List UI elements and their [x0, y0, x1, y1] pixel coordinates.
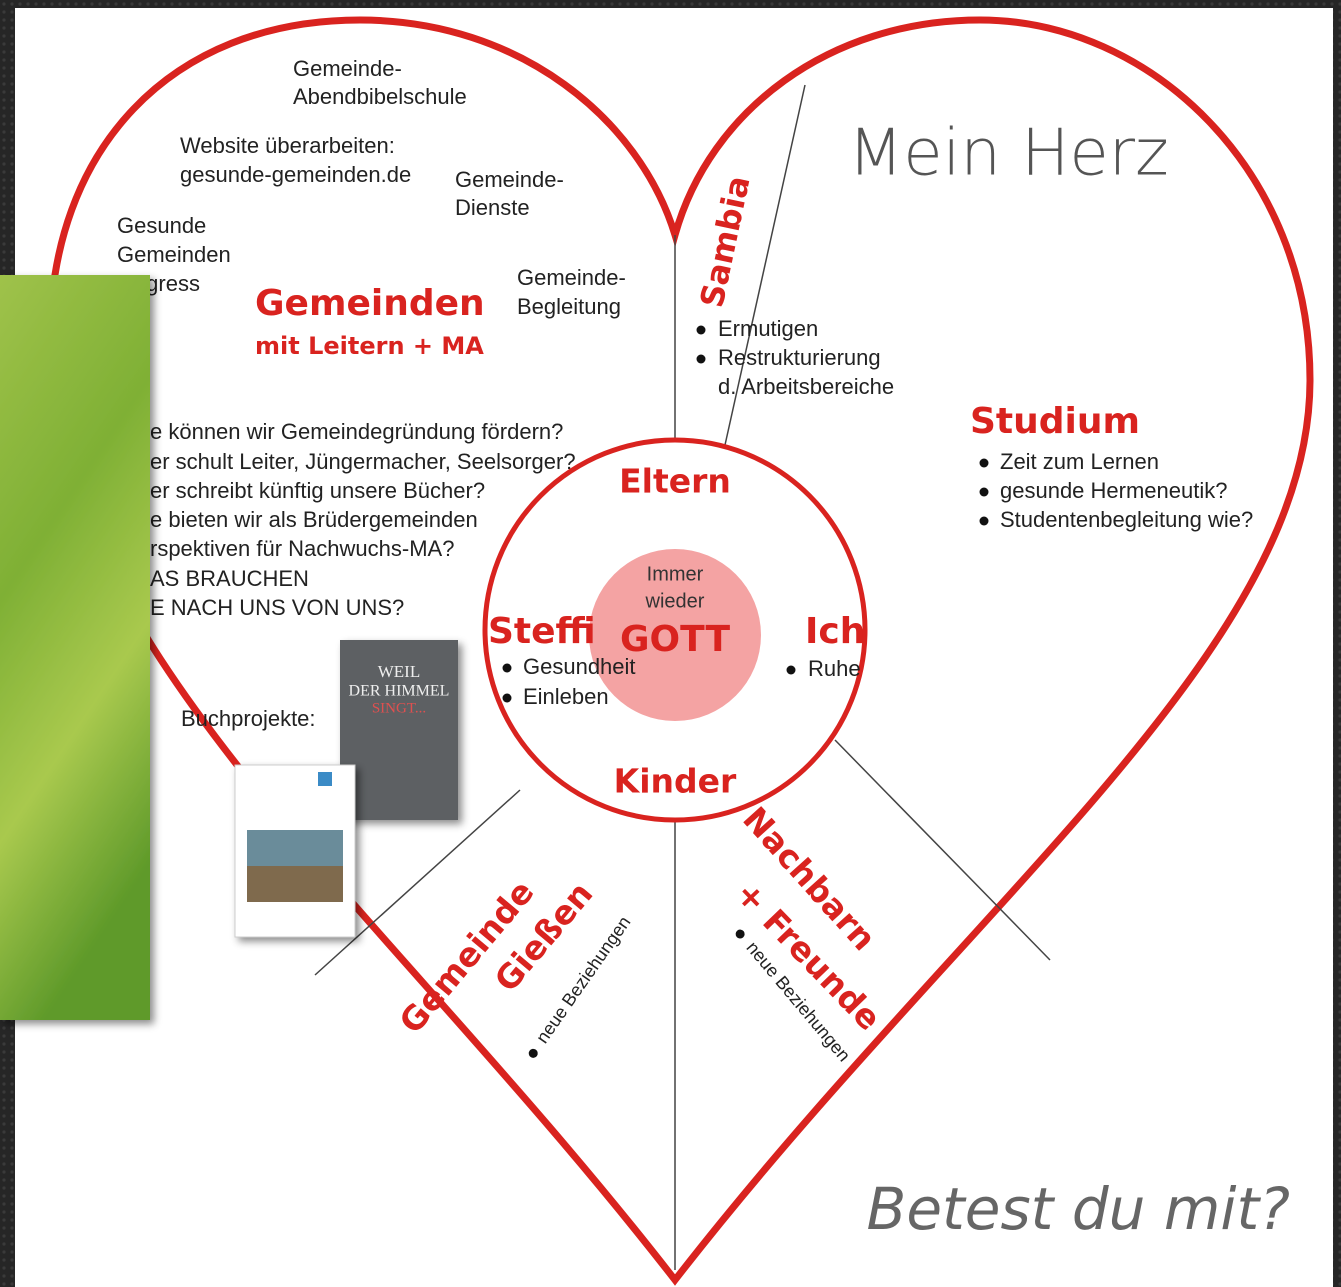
bullet	[697, 355, 706, 364]
body: Mein Herz Betest du mit? Gemeinde- Abend…	[0, 0, 1341, 1287]
bullet	[980, 459, 989, 468]
list-item: Einleben	[523, 684, 609, 709]
list-item: gesunde Hermeneutik?	[1000, 478, 1227, 503]
center-text: wieder	[645, 590, 705, 612]
books-label: Buchprojekte:	[181, 706, 316, 731]
note: Gemeinde-	[517, 265, 626, 290]
list-item: Ruhe	[808, 656, 861, 681]
book-dark: WEIL DER HIMMEL SINGT...	[340, 640, 458, 820]
note: Gemeinden	[117, 242, 231, 267]
bullet	[503, 694, 512, 703]
question: rspektiven für Nachwuchs-MA?	[150, 536, 454, 561]
book-title: SINGT...	[372, 700, 426, 716]
note: gesunde-gemeinden.de	[180, 162, 411, 187]
bullet	[697, 326, 706, 335]
ring-label: Eltern	[619, 462, 731, 501]
note: Gemeinde-	[455, 167, 564, 192]
list-item: Ermutigen	[718, 316, 818, 341]
slide: Mein Herz Betest du mit? Gemeinde- Abend…	[0, 0, 1341, 1287]
note: Gesunde	[117, 213, 206, 238]
bullet	[503, 664, 512, 673]
footer: Betest du mit?	[867, 1175, 1290, 1243]
note: Gemeinde-	[293, 56, 402, 81]
list-item: Gesundheit	[523, 654, 636, 679]
bullet	[787, 666, 796, 675]
question: er schreibt künftig unsere Bücher?	[150, 478, 485, 503]
question: E NACH UNS VON UNS?	[150, 595, 404, 620]
center-text: Immer	[647, 563, 704, 585]
bullet	[980, 517, 989, 526]
list-item: d. Arbeitsbereiche	[718, 374, 894, 399]
center-label: GOTT	[620, 619, 731, 660]
section-heading: Studium	[970, 401, 1140, 442]
question: e können wir Gemeindegründung fördern?	[150, 419, 563, 444]
book-title: WEIL	[378, 662, 420, 681]
section-subheading: mit Leitern + MA	[255, 332, 484, 360]
section-heading: Gemeinden	[255, 283, 485, 324]
ring-label: Steffi	[488, 611, 596, 652]
list-item: Studentenbegleitung wie?	[1000, 507, 1253, 532]
bullet	[980, 488, 989, 497]
photo	[0, 275, 150, 1020]
note: Begleitung	[517, 294, 621, 319]
list-item: Restrukturierung	[718, 345, 881, 370]
ring-label: Ich	[805, 611, 865, 652]
list-item: Zeit zum Lernen	[1000, 449, 1159, 474]
ring-label: Kinder	[614, 762, 737, 801]
book-logo	[318, 772, 332, 786]
note: Dienste	[455, 195, 530, 220]
note: Abendbibelschule	[293, 84, 467, 109]
book-light	[235, 765, 355, 937]
title: Mein Herz	[848, 117, 1169, 191]
note: Website überarbeiten:	[180, 133, 395, 158]
book-photo	[247, 866, 343, 902]
page: Mein Herz {"title":"Mein Herz", "footer"…	[0, 0, 1341, 1287]
book-title: DER HIMMEL	[349, 683, 450, 700]
question: AS BRAUCHEN	[150, 566, 309, 591]
question: e bieten wir als Brüdergemeinden	[150, 507, 478, 532]
question: er schult Leiter, Jüngermacher, Seelsorg…	[150, 449, 576, 474]
